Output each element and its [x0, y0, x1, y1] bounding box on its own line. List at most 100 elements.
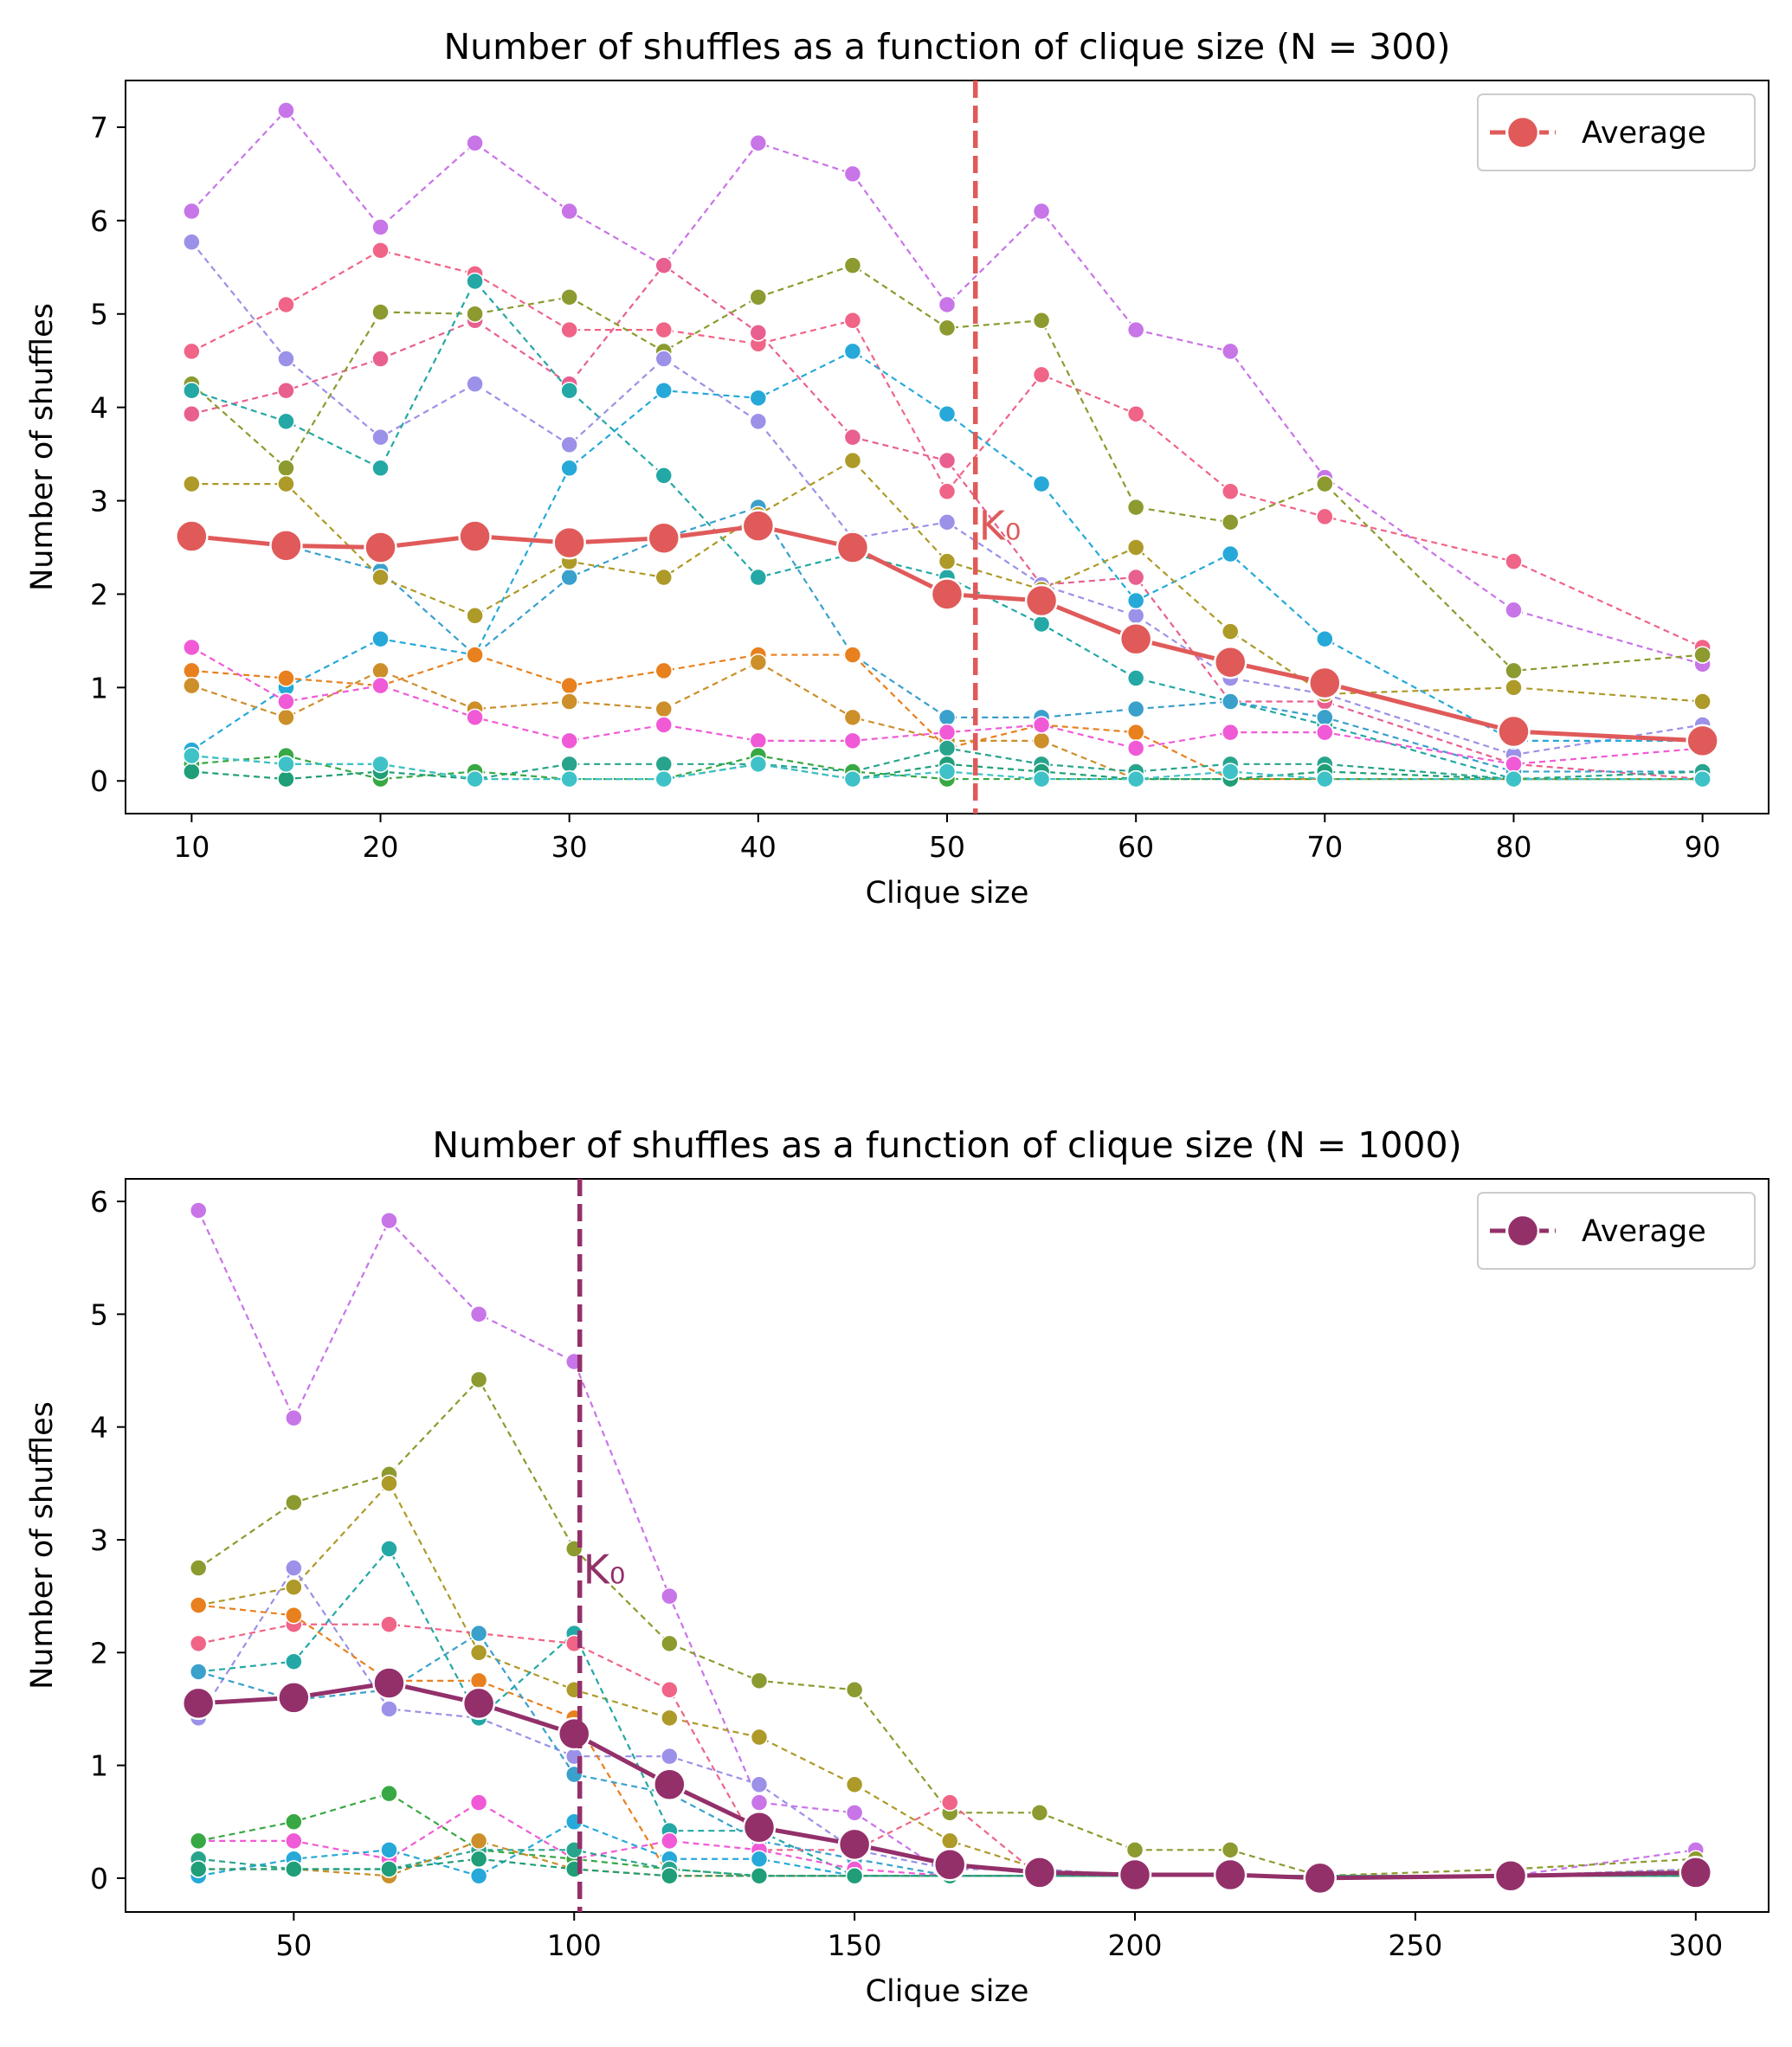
series-point [843, 312, 862, 330]
average-point [835, 531, 870, 564]
y-tick-label: 6 [90, 204, 108, 238]
y-axis-label: Number of shuffles [25, 1401, 60, 1690]
average-point [1024, 583, 1059, 618]
series-point [277, 669, 295, 687]
series-point [938, 552, 957, 570]
x-axis-label: Clique size [866, 876, 1029, 911]
x-tick-label: 200 [1108, 1928, 1163, 1962]
series-point [183, 746, 201, 765]
series-point [940, 1831, 959, 1851]
series-point [843, 708, 862, 727]
series-point [183, 661, 201, 680]
series-point [285, 1578, 303, 1596]
average-point [647, 521, 681, 555]
y-tick-label: 7 [90, 111, 108, 145]
series-point [466, 607, 484, 625]
series-point [654, 661, 674, 680]
y-tick-label: 2 [90, 577, 108, 611]
x-tick-label: 60 [1118, 830, 1154, 864]
series-point [560, 755, 578, 774]
series-point [750, 1775, 769, 1794]
average-point [1118, 621, 1153, 656]
series-point [938, 723, 957, 742]
series-line-10 [191, 653, 1703, 781]
x-tick-label: 10 [173, 830, 209, 864]
series-point [469, 1644, 488, 1662]
series-point [189, 1201, 208, 1220]
series-point [1126, 498, 1145, 517]
series-point [285, 1812, 303, 1831]
series-point [1126, 769, 1145, 789]
series-point [654, 755, 674, 774]
series-point [371, 303, 390, 321]
average-point [458, 519, 492, 553]
series-line-11 [198, 1820, 1696, 1877]
series-point [1126, 568, 1145, 587]
series-point [466, 305, 484, 323]
series-point [750, 1867, 769, 1885]
series-point [749, 288, 768, 306]
series-point [661, 1831, 679, 1851]
series-point [661, 1587, 679, 1606]
average-point [1213, 645, 1247, 679]
series-point [371, 428, 390, 447]
series-point [1316, 629, 1334, 648]
series-point [380, 1784, 398, 1803]
x-axis-label: Clique size [866, 1974, 1029, 2009]
series-point [380, 1700, 398, 1718]
series-point [845, 1804, 864, 1822]
y-tick-label: 5 [90, 1297, 108, 1331]
series-point [189, 1596, 208, 1614]
series-point [1126, 607, 1145, 625]
series-point [1505, 769, 1523, 789]
series-point [1221, 342, 1240, 361]
y-tick-label: 4 [90, 1411, 108, 1445]
series-point [661, 1709, 679, 1728]
series-point [1032, 365, 1051, 384]
series-point [750, 1728, 769, 1747]
legend-label: Average [1582, 1214, 1706, 1249]
series-point [277, 755, 295, 774]
series-point [654, 716, 674, 734]
series-point [749, 653, 768, 672]
series-point [183, 342, 201, 361]
series-point [466, 272, 484, 291]
series-point [371, 459, 390, 478]
series-point [469, 1671, 488, 1690]
series-point [749, 568, 768, 587]
series-point [371, 755, 390, 774]
series-point [560, 459, 578, 478]
series-point [1030, 1804, 1049, 1822]
series-point [1221, 723, 1240, 742]
y-tick-label: 6 [90, 1185, 108, 1219]
series-line-5 [198, 1547, 1696, 1877]
series-point [661, 1867, 679, 1885]
average-point [1213, 1857, 1247, 1892]
series-point [560, 568, 578, 587]
series-point [938, 708, 957, 727]
average-point [1497, 714, 1531, 749]
average-point [461, 1686, 496, 1721]
series-point [1032, 474, 1051, 493]
average-point [653, 1767, 687, 1802]
series-point [1221, 763, 1240, 781]
series-point [371, 241, 390, 260]
series-point [1125, 1841, 1144, 1859]
series-point [183, 763, 201, 781]
series-point [189, 1831, 208, 1851]
x-tick-label: 50 [275, 1928, 312, 1962]
average-point [181, 1686, 216, 1721]
series-point [1126, 591, 1145, 610]
series-point [661, 1747, 679, 1766]
series-point [380, 1211, 398, 1230]
chart-panel-1: Number of shuffles as a function of cliq… [25, 26, 1769, 911]
series-point [277, 769, 295, 789]
series-point [285, 1409, 303, 1427]
x-tick-label: 250 [1388, 1928, 1442, 1962]
series-point [560, 676, 578, 695]
series-point [1032, 615, 1051, 634]
series-point [1316, 507, 1334, 526]
series-point [749, 389, 768, 408]
series-point [371, 218, 390, 236]
